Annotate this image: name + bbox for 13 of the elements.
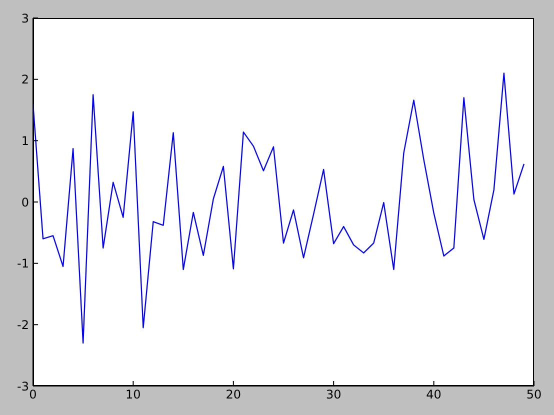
y-tick-label: -2 xyxy=(17,318,29,332)
x-tick-label: 50 xyxy=(526,388,542,402)
y-tick-label: 1 xyxy=(21,134,29,148)
y-tick-label: -3 xyxy=(17,379,29,394)
x-tick-label: 20 xyxy=(226,388,242,402)
line-series xyxy=(33,72,525,344)
x-tick-label: 30 xyxy=(326,388,342,402)
y-tick-label: 2 xyxy=(21,72,29,87)
y-tick-label: 0 xyxy=(21,195,29,210)
x-tick-label: 40 xyxy=(426,388,442,402)
x-tick-label: 10 xyxy=(126,388,141,402)
y-tick-label: 3 xyxy=(21,11,29,26)
y-tick-label: -1 xyxy=(17,256,29,271)
